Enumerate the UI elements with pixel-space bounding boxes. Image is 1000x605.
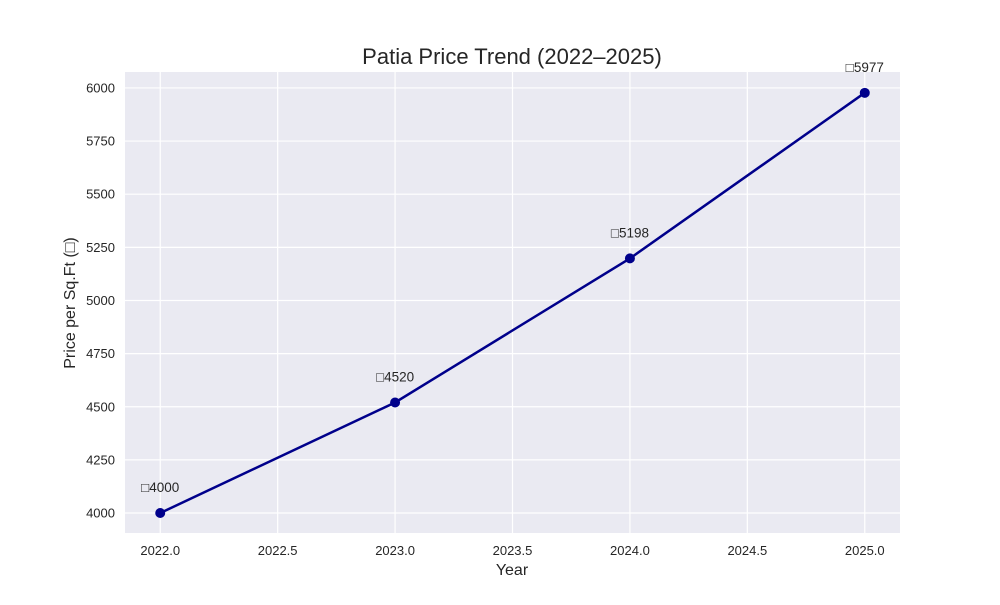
grid [125,72,900,533]
x-tick-label: 2024.5 [727,543,767,558]
x-tick-label: 2023.0 [375,543,415,558]
data-label: □5977 [846,60,884,75]
data-point [390,397,401,408]
x-tick-label: 2023.5 [493,543,533,558]
y-ticks: 4000 4250 4500 4750 5000 5250 5500 5750 6000 [86,80,115,520]
data-labels: □4000 □4520 □5198 □5977 [141,60,884,495]
data-point [859,87,870,98]
y-tick-label: 5250 [86,240,115,255]
chart-title: Patia Price Trend (2022–2025) [362,44,662,69]
x-tick-label: 2022.5 [258,543,298,558]
y-tick-label: 5000 [86,293,115,308]
x-tick-label: 2025.0 [845,543,885,558]
y-tick-label: 5500 [86,187,115,202]
y-tick-label: 4750 [86,346,115,361]
x-axis-label: Year [496,562,529,579]
series-line [159,91,866,515]
data-label: □4000 [141,480,179,495]
y-tick-label: 4500 [86,399,115,414]
data-label: □4520 [376,370,414,385]
data-label: □5198 [611,225,649,240]
y-tick-label: 5750 [86,134,115,149]
y-axis-label: Price per Sq.Ft (□) [62,237,79,368]
data-point [624,253,635,264]
y-tick-label: 6000 [86,80,115,95]
x-ticks: 2022.0 2022.5 2023.0 2023.5 2024.0 2024.5 2025… [140,543,884,558]
x-tick-label: 2022.0 [140,543,180,558]
y-tick-label: 4000 [86,506,115,521]
series [155,87,870,519]
x-tick-label: 2024.0 [610,543,650,558]
data-point [155,508,166,519]
y-tick-label: 4250 [86,452,115,467]
